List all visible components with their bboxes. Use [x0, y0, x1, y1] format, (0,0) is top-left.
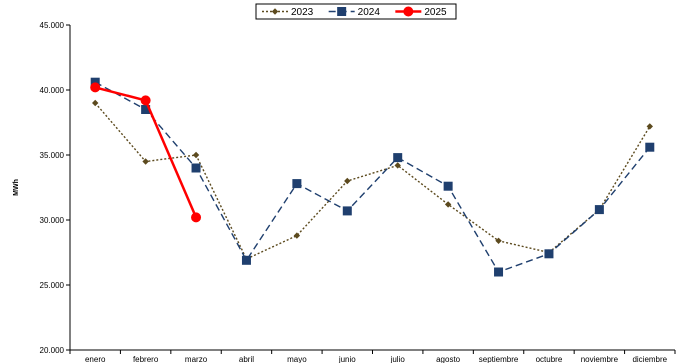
data-point-2024	[544, 249, 554, 259]
y-tick-label: 35.000	[40, 151, 65, 160]
legend-label-2023: 2023	[291, 7, 314, 18]
y-tick-label: 20.000	[40, 346, 65, 355]
data-point-2025	[191, 212, 202, 223]
data-point-2023	[344, 177, 351, 185]
x-tick-label: abril	[239, 355, 254, 363]
data-point-2023	[646, 123, 653, 130]
x-tick-label: marzo	[185, 355, 208, 363]
chart-axes	[66, 24, 676, 354]
data-point-2023	[495, 237, 502, 244]
y-tick-label: 45.000	[40, 21, 65, 30]
x-tick-labels: enero febrero marzo abril mayo junio julio agos…	[85, 355, 668, 363]
legend-label-2024: 2024	[358, 7, 381, 18]
data-point-2024	[645, 142, 655, 152]
data-point-2024	[594, 205, 604, 215]
data-point-2024	[443, 181, 453, 191]
plot-area	[90, 77, 655, 277]
x-tick-label: diciembre	[632, 355, 667, 363]
series-2025	[90, 82, 202, 223]
series-line-2023	[94, 102, 651, 260]
data-point-2023	[92, 99, 99, 107]
data-point-2023	[142, 158, 149, 165]
data-point-2024	[191, 163, 201, 173]
data-point-2024	[342, 206, 352, 216]
series-line-2024	[94, 81, 651, 273]
data-point-2024	[241, 255, 251, 265]
x-tick-label: noviembre	[581, 355, 619, 363]
y-tick-label: 30.000	[40, 216, 65, 225]
legend: 2023 2024 2025	[255, 3, 457, 20]
legend-label-2025: 2025	[424, 7, 447, 18]
data-point-2024	[90, 77, 100, 87]
x-tick-label: mayo	[287, 355, 307, 363]
series-2024	[90, 77, 655, 277]
legend-marker-2023	[271, 8, 279, 15]
data-point-2024	[494, 267, 504, 277]
data-point-2023	[293, 232, 301, 239]
y-tick-label: 25.000	[40, 281, 65, 290]
x-tick-label: enero	[85, 355, 106, 363]
x-tick-label: agosto	[436, 355, 461, 363]
series-2023	[92, 99, 653, 263]
x-tick-label: junio	[338, 355, 356, 363]
x-tick-label: septiembre	[479, 355, 519, 363]
x-tick-label: febrero	[133, 355, 159, 363]
data-point-2023	[192, 151, 200, 159]
data-point-2025	[140, 95, 151, 106]
legend-marker-2025	[403, 6, 414, 17]
data-point-2024	[393, 153, 403, 163]
x-tick-label: octubre	[536, 355, 563, 363]
data-point-2023	[444, 201, 452, 208]
data-point-2023	[394, 162, 401, 169]
y-tick-labels: 20.000 25.000 30.000 35.000 40.000 45.000	[40, 21, 65, 355]
y-axis-label: MWh	[13, 179, 20, 196]
data-point-2024	[292, 179, 302, 189]
x-tick-label: julio	[390, 355, 406, 363]
y-tick-label: 40.000	[40, 86, 65, 95]
data-point-2024	[141, 105, 151, 114]
data-point-2025	[90, 82, 101, 93]
legend-marker-2024	[337, 7, 347, 16]
